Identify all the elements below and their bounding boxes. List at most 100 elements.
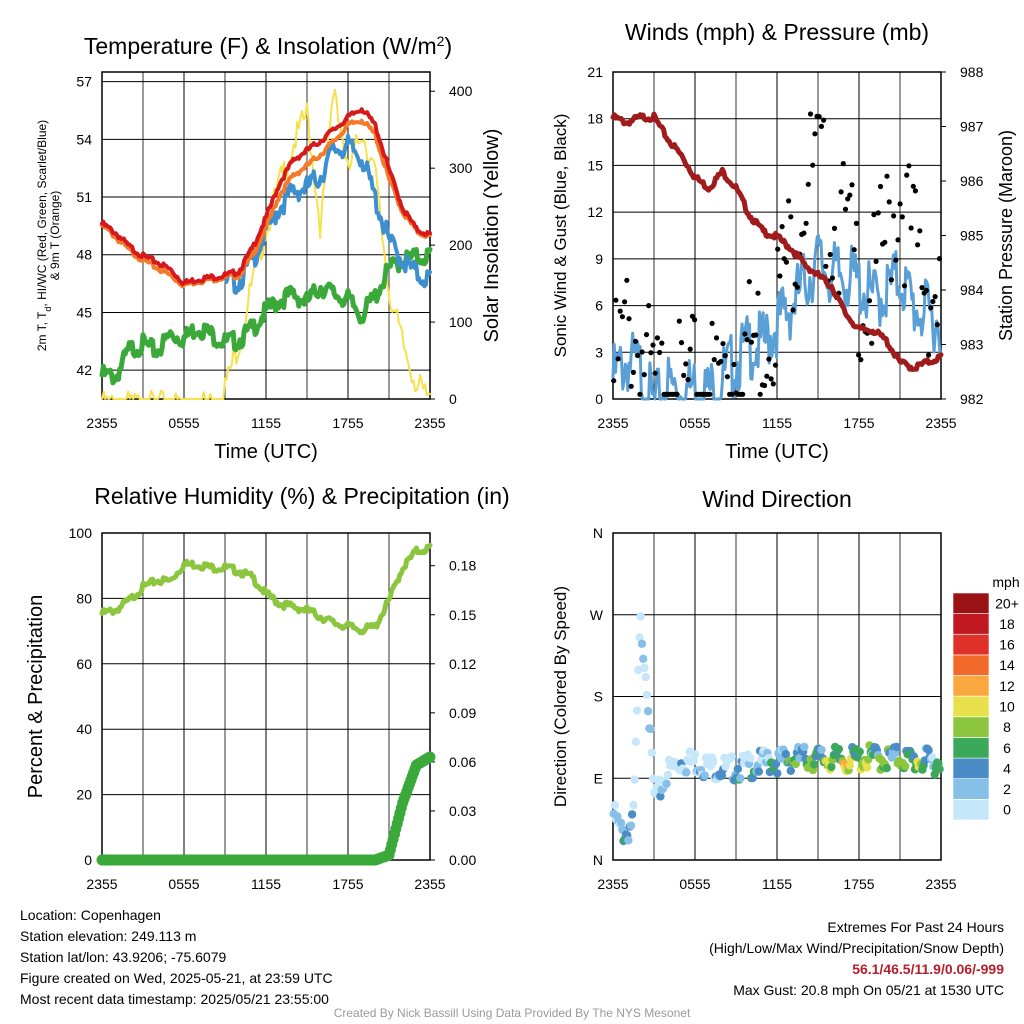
y-tick-label: 60 (76, 656, 92, 672)
wind-direction-point (639, 654, 648, 663)
x-tick-label: 2355 (414, 876, 445, 892)
wind-direction-point (632, 706, 642, 715)
y-label-rest: , HI/WC (Red, Green, Scarlet/Blue) (35, 120, 49, 307)
gust-point (676, 318, 682, 324)
wind-direction-point (640, 663, 649, 672)
extremes-title: Extremes For Past 24 Hours (827, 919, 1004, 935)
gust-point (849, 182, 855, 188)
gust-point (652, 370, 658, 376)
gust-point (711, 357, 717, 363)
wind-direction-point (786, 766, 795, 775)
wind-direction-point (635, 633, 644, 642)
gust-point (788, 214, 794, 220)
gust-point (845, 196, 851, 202)
gust-point (681, 372, 687, 378)
y-tick-label: 45 (76, 304, 92, 320)
y-tick-label: 48 (76, 247, 92, 263)
wind-direction-point (736, 774, 745, 783)
x-tick-label: 1755 (843, 876, 874, 892)
gust-point (718, 358, 724, 365)
extremes-values: 56.1/46.5/11.9/0.06/-999 (852, 961, 1004, 977)
wind-direction-point (771, 759, 781, 769)
gust-point (908, 225, 914, 231)
y-tick-label: 21 (587, 64, 603, 80)
y-axis-label: Sonic Wind & Gust (Blue, Black) (551, 114, 570, 358)
gust-point (823, 263, 829, 269)
gust-point (919, 285, 925, 291)
wind-direction-point (817, 745, 826, 755)
plot-frame (612, 532, 942, 861)
gust-point (643, 332, 650, 338)
wind-direction-point (800, 742, 809, 752)
y2-tick-label: 100 (449, 314, 473, 330)
wind-direction-point (662, 779, 671, 789)
gust-point (873, 258, 879, 264)
y-axis-label: Percent & Precipitation (25, 595, 47, 798)
colorbar-label: 0 (1003, 802, 1011, 818)
gust-point (853, 220, 860, 226)
y-axis-label: 2m T, Td, HI/WC (Red, Green, Scarlet/Blu… (35, 120, 53, 351)
wind-direction-point (709, 757, 718, 766)
x-axis-label: Time (UTC) (725, 441, 829, 463)
gust-point (617, 308, 623, 314)
max-gust: Max Gust: 20.8 mph On 05/21 at 1530 UTC (733, 982, 1004, 998)
y2-tick-label: 300 (449, 160, 473, 176)
colorbar-label: 18 (999, 616, 1015, 632)
gust-point (923, 287, 930, 294)
gust-point (639, 349, 645, 355)
colorbar-label: 12 (999, 678, 1015, 694)
wind-direction-point (733, 764, 743, 774)
y2-tick-label: 984 (960, 282, 984, 298)
colorbar-swatch (952, 799, 990, 821)
x-tick-label: 1155 (762, 415, 792, 431)
gust-point (856, 352, 862, 358)
y-tick-label: 18 (587, 111, 603, 127)
gust-point (777, 273, 783, 279)
gust-point (910, 183, 916, 189)
heat-index-windchill-line (224, 133, 432, 295)
y-tick-label: 20 (76, 787, 92, 803)
wind-direction-point (924, 746, 933, 755)
y-axis-label-line2: & 9m T (Orange) (48, 191, 62, 281)
gust-point (772, 362, 779, 368)
gust-point (613, 297, 619, 303)
y-tick-label: N (593, 852, 603, 868)
wind-direction-point (773, 769, 782, 778)
precip-point (424, 751, 436, 763)
gust-point (764, 373, 770, 379)
temp-2m-line (100, 107, 432, 287)
x-tick-label: 0555 (679, 415, 710, 431)
y-tick-label: S (594, 689, 603, 705)
gust-point (678, 340, 685, 346)
wind-direction-point (810, 760, 819, 769)
gust-point (724, 374, 731, 380)
wind-direction-point (610, 801, 620, 810)
wind-direction-point (845, 761, 854, 770)
wind-direction-point (663, 770, 672, 779)
y-tick-label: 42 (76, 362, 92, 378)
gust-point (906, 163, 912, 169)
wind-direction-point (689, 756, 698, 766)
y2-tick-label: 0.15 (449, 607, 476, 623)
gust-point (762, 382, 768, 389)
gust-point (891, 213, 897, 219)
y2-tick-label: 983 (960, 337, 984, 353)
colorbar-label: 16 (999, 637, 1015, 653)
y2-tick-label: 985 (960, 228, 984, 244)
pressure-line (610, 111, 944, 372)
chart-title: Relative Humidity (%) & Precipitation (i… (94, 483, 509, 509)
y2-axis-label: Solar Insolation (Yellow) (481, 129, 503, 343)
y-tick-label: 54 (76, 131, 92, 147)
gust-point (654, 335, 661, 341)
gust-point (707, 391, 713, 397)
colorbar-label: 14 (999, 657, 1015, 673)
wind-direction-point (781, 750, 791, 759)
gust-point (622, 299, 628, 305)
gust-point (882, 239, 888, 245)
gust-point (871, 212, 877, 218)
x-tick-label: 0555 (168, 415, 199, 431)
gust-point (770, 381, 776, 387)
temperature-insolation-panel: 2355 0555 1155 1755 2355 42 45 48 51 54 57 0 100 200 3… (35, 33, 503, 463)
station-latlon: Station lat/lon: 43.9206; -75.6079 (20, 949, 227, 965)
y-tick-label: 51 (76, 189, 92, 205)
